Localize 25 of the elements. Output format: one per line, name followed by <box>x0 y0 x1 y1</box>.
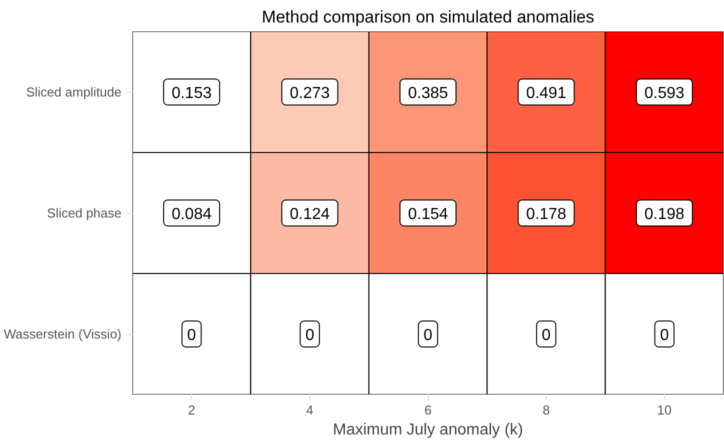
y-tick-label: Sliced phase <box>47 206 122 220</box>
data-label: 0.153 <box>172 85 212 102</box>
data-label: 0.154 <box>408 206 448 223</box>
data-label: 0.385 <box>408 85 448 102</box>
x-tick-label: 8 <box>542 402 550 418</box>
y-tick-label: Wasserstein (Vissio) <box>4 326 122 342</box>
y-tick-label: Sliced amplitude <box>26 84 122 100</box>
data-label: 0.491 <box>526 85 566 102</box>
x-tick-label: 2 <box>188 402 196 418</box>
data-label: 0.178 <box>526 206 566 223</box>
data-label: 0.273 <box>290 85 330 102</box>
data-label: 0.084 <box>172 206 212 223</box>
data-label: 0.198 <box>644 206 685 223</box>
x-tick-label: 6 <box>424 402 432 418</box>
x-tick-label: 10 <box>657 402 672 418</box>
data-label: 0 <box>424 327 433 344</box>
data-label: 0 <box>542 327 551 344</box>
x-axis-title: Maximum July anomaly (k) <box>332 422 524 438</box>
x-tick-label: 4 <box>306 402 314 418</box>
chart-title: Method comparison on simulated anomalies <box>262 8 594 26</box>
data-label: 0.593 <box>644 85 685 102</box>
data-label: 0 <box>660 327 669 344</box>
data-label: 0 <box>305 327 314 344</box>
data-label: 0 <box>187 327 196 344</box>
data-label: 0.124 <box>290 206 330 223</box>
